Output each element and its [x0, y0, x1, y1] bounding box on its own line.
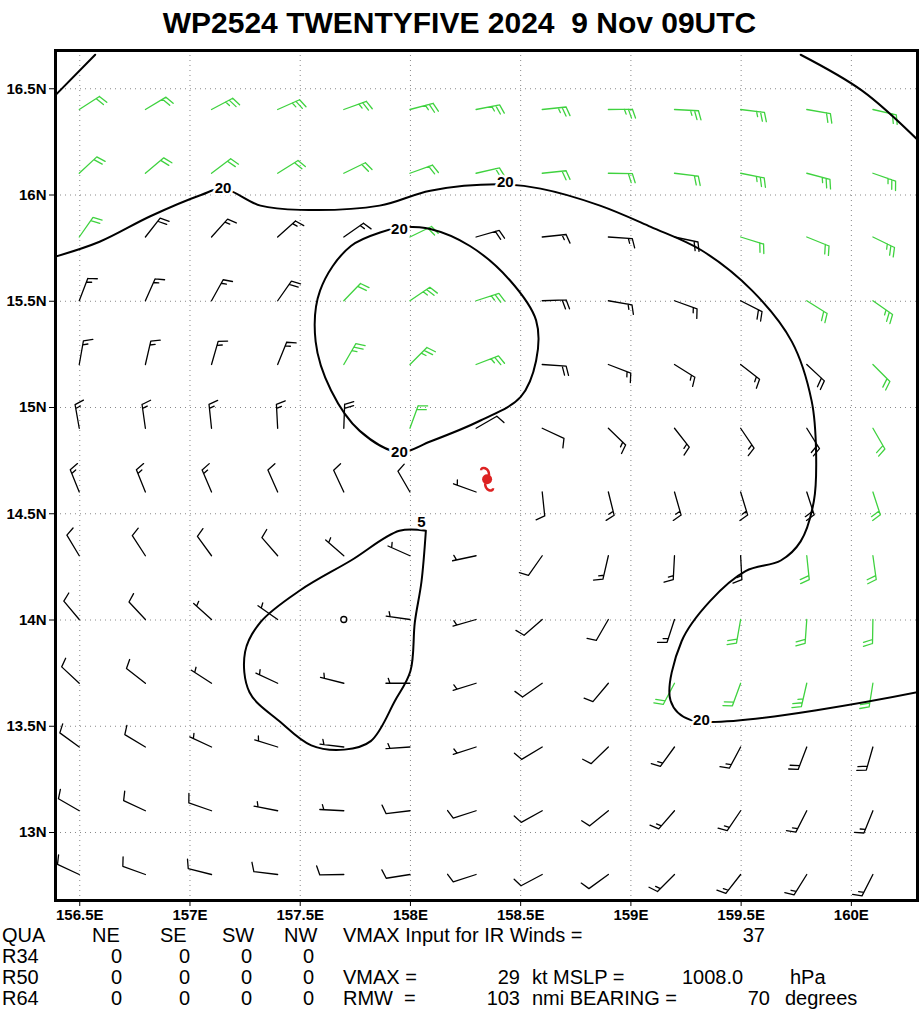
- svg-text:14.5N: 14.5N: [6, 505, 46, 522]
- html-text:degrees: degrees: [785, 987, 858, 1009]
- svg-text:158E: 158E: [393, 906, 428, 923]
- html-text:R34: R34: [2, 945, 39, 967]
- html-text:VMAX Input for IR Winds =: VMAX Input for IR Winds =: [343, 924, 583, 946]
- svg-text:15.5N: 15.5N: [6, 292, 46, 309]
- html-text:0: 0: [178, 966, 190, 988]
- svg-text:16.5N: 16.5N: [6, 80, 46, 97]
- svg-text:157E: 157E: [172, 906, 207, 923]
- svg-text:160E: 160E: [834, 906, 869, 923]
- html-text:NE: NE: [92, 924, 120, 946]
- html-text:SW: SW: [222, 924, 255, 946]
- svg-text:5: 5: [417, 513, 425, 530]
- html-text:0: 0: [302, 987, 314, 1009]
- svg-text:14N: 14N: [19, 611, 47, 628]
- svg-text:13N: 13N: [19, 823, 47, 840]
- html-text:NW: NW: [284, 924, 318, 946]
- svg-text:20: 20: [215, 179, 232, 196]
- html-text:0: 0: [302, 966, 314, 988]
- html-text:VMAX =: VMAX =: [343, 966, 417, 988]
- html-text:0: 0: [240, 945, 252, 967]
- svg-text:16N: 16N: [19, 186, 47, 203]
- svg-text:13.5N: 13.5N: [6, 717, 46, 734]
- svg-text:159.5E: 159.5E: [717, 906, 765, 923]
- svg-text:159E: 159E: [613, 906, 648, 923]
- svg-text:156.5E: 156.5E: [56, 906, 104, 923]
- html-text:0: 0: [240, 966, 252, 988]
- html-text:0: 0: [240, 987, 252, 1009]
- svg-text:158.5E: 158.5E: [497, 906, 545, 923]
- html-text:QUA: QUA: [2, 924, 46, 946]
- html-text:0: 0: [178, 987, 190, 1009]
- svg-text:157.5E: 157.5E: [276, 906, 324, 923]
- html-text:R50: R50: [2, 966, 39, 988]
- html-text:70: 70: [747, 987, 770, 1009]
- html-text:nmi BEARING =: nmi BEARING =: [532, 987, 677, 1009]
- html-text:1008.0: 1008.0: [682, 966, 744, 988]
- html-text:29: 29: [497, 966, 520, 988]
- html-text:0: 0: [110, 987, 122, 1009]
- html-text:SE: SE: [160, 924, 187, 946]
- html-text:hPa: hPa: [790, 966, 826, 988]
- html-text:103: 103: [486, 987, 520, 1009]
- html-text:0: 0: [110, 966, 122, 988]
- svg-text:20: 20: [497, 173, 514, 190]
- svg-text:15N: 15N: [19, 398, 47, 415]
- html-text:kt MSLP =: kt MSLP =: [532, 966, 625, 988]
- html-text:37: 37: [742, 924, 765, 946]
- svg-text:20: 20: [391, 220, 408, 237]
- html-text:0: 0: [178, 945, 190, 967]
- html-text:0: 0: [110, 945, 122, 967]
- svg-text:20: 20: [693, 711, 710, 728]
- svg-text:20: 20: [391, 443, 408, 460]
- html-text:0: 0: [302, 945, 314, 967]
- html-text:WP2524 TWENTYFIVE 2024 9 Nov 0: WP2524 TWENTYFIVE 2024 9 Nov 09UTC: [162, 6, 757, 39]
- html-text:RMW =: RMW =: [343, 987, 416, 1009]
- html-text:R64: R64: [2, 987, 39, 1009]
